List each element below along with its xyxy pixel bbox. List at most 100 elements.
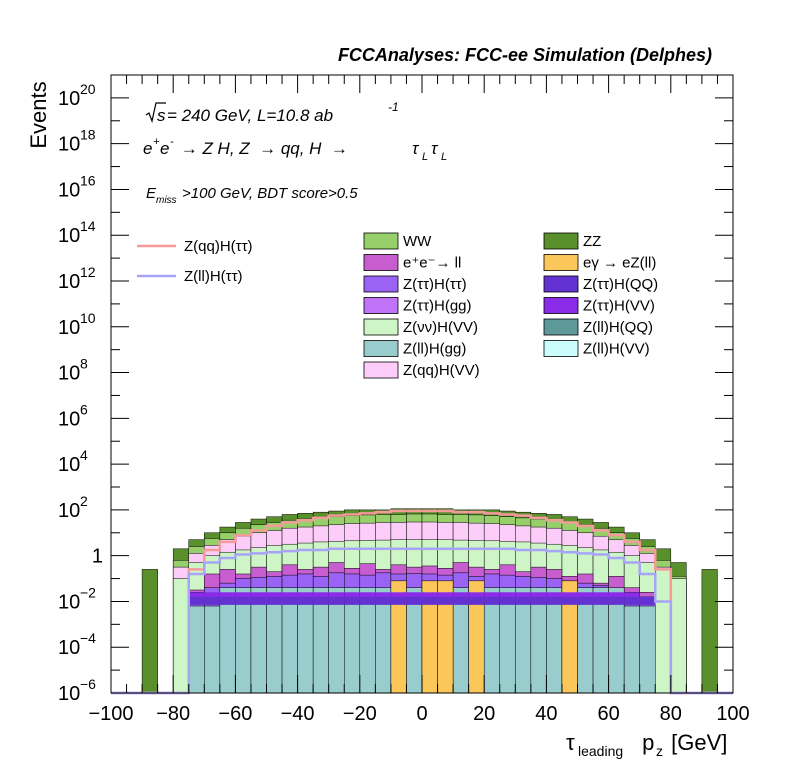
x-tick-label: 60 [597, 703, 619, 725]
y-tick-exponent: 20 [80, 81, 96, 97]
legend-fill-label: Z(qq)H(VV) [403, 362, 480, 379]
legend-fill-label: Z(ττ)H(gg) [403, 298, 472, 315]
svg-text:E: E [146, 185, 157, 202]
y-tick-exponent: 10 [80, 310, 96, 326]
histogram-bar [235, 592, 251, 601]
histogram-bar [499, 596, 516, 605]
histogram-bar [561, 596, 578, 605]
legend-fill-swatch [363, 340, 399, 357]
x-tick-label: −40 [281, 703, 315, 725]
histogram-bar [468, 596, 485, 605]
svg-text:τ: τ [431, 139, 439, 158]
histogram-bar [453, 596, 469, 605]
svg-text:miss: miss [156, 195, 177, 206]
y-tick-label: 10 [58, 500, 80, 522]
axes: −100 −80 −60 −40 −20 0 20 40 60 80 10010−610−410−2… [58, 74, 750, 725]
histogram-bar [593, 592, 609, 601]
y-tick-exponent: −4 [80, 630, 96, 646]
legend-fill-label: Z(ττ)H(QQ) [583, 276, 658, 293]
y-tick-label: 10 [58, 454, 80, 476]
histogram-bar [484, 596, 500, 605]
histogram-bar [530, 592, 547, 601]
histogram-bar [188, 592, 205, 601]
y-tick-label: 10 [58, 225, 80, 247]
histogram-bar [313, 592, 329, 601]
histogram-bar [282, 592, 298, 601]
svg-text:-: - [170, 136, 174, 148]
histogram-bar [250, 592, 267, 601]
histogram-bar [188, 605, 205, 694]
histogram-bar [577, 596, 594, 605]
process-e1: e [143, 139, 152, 158]
legend-fill-swatch [363, 254, 399, 271]
legend-fill-swatch [363, 275, 399, 293]
legend-line-label: Z(qq)H(ττ) [184, 238, 253, 255]
histogram-bar [499, 592, 516, 601]
legend-fill-label: ZZ [583, 233, 601, 250]
x-axis-label: τ leading p z [GeV] [566, 730, 727, 759]
histogram-bar [422, 596, 438, 605]
histogram-bar [468, 592, 485, 601]
y-tick-label: 10 [58, 317, 80, 339]
histogram-bar [313, 596, 329, 605]
histogram-bar [204, 596, 220, 605]
histogram-bar [437, 596, 454, 605]
svg-text:→ Z H, Z → qq, H →: → Z H, Z → qq, H → [176, 139, 353, 158]
layer-stripe [188, 592, 656, 605]
y-tick-label: 10 [58, 637, 80, 659]
y-tick-exponent: 16 [80, 172, 96, 188]
svg-text:z: z [656, 743, 663, 759]
y-tick-exponent: 18 [80, 127, 96, 143]
sqrt-symbol [145, 102, 166, 124]
histogram-bar [188, 596, 205, 605]
histogram-bar [608, 592, 625, 601]
histogram-bar [623, 605, 640, 694]
y-tick-label: 10 [58, 591, 80, 613]
energy-annotation: s = 240 GeV, L=10.8 ab -1 [145, 100, 399, 125]
y-tick-label: 10 [58, 179, 80, 201]
energy-sup: -1 [388, 100, 399, 114]
histogram-bar [219, 592, 236, 601]
histogram-bar [219, 596, 236, 605]
svg-text:L: L [441, 151, 447, 163]
histogram-bar [297, 596, 314, 605]
legend-fill-label: eγ → eZ(ll) [583, 255, 656, 272]
histogram-bar [546, 592, 562, 601]
x-tick-label: −80 [156, 703, 190, 725]
x-tick-label: 20 [473, 703, 495, 725]
histogram-bar [390, 596, 407, 605]
histogram-bar [639, 596, 656, 605]
legend-fill-swatch [543, 318, 579, 336]
svg-text:L: L [422, 151, 428, 163]
svg-text:τ: τ [566, 730, 575, 755]
svg-text:+: + [153, 136, 160, 148]
svg-text:τ: τ [412, 139, 420, 158]
x-tick-label: −60 [218, 703, 252, 725]
histogram-bar [437, 592, 454, 601]
legend-fill-swatch [543, 340, 579, 357]
x-tick-label: 80 [660, 703, 682, 725]
process-annotation: e + e - → Z H, Z → qq, H → τ L τ L [143, 136, 447, 163]
legend-fill-label: Z(ll)H(QQ) [583, 319, 653, 336]
histogram-bar [172, 578, 189, 694]
histogram-bar [297, 592, 314, 601]
layer-egamma-ezll [390, 580, 578, 694]
layer-stripe [188, 596, 656, 605]
legend: Z(qq)H(ττ) Z(ll)H(ττ) WW ZZ e⁺e⁻→ ll eγ → eZ(… [137, 232, 658, 379]
histogram-bar [639, 605, 656, 694]
y-tick-exponent: 14 [80, 218, 96, 234]
histogram-bar [328, 596, 345, 605]
histogram-bar [266, 596, 283, 605]
y-tick-label: 10 [58, 134, 80, 156]
y-tick-exponent: −6 [80, 676, 96, 692]
svg-text:= 240 GeV, L=10.8 ab: = 240 GeV, L=10.8 ab [167, 106, 333, 125]
svg-text:leading: leading [578, 743, 623, 759]
y-axis-label: Events [26, 81, 51, 148]
histogram-bar [390, 592, 407, 601]
legend-fill-swatch [543, 254, 579, 271]
cut-annotation: E miss >100 GeV, BDT score>0.5 [146, 185, 358, 206]
svg-text:[GeV]: [GeV] [665, 730, 727, 755]
histogram-bar [266, 592, 283, 601]
histogram-bar [593, 596, 609, 605]
